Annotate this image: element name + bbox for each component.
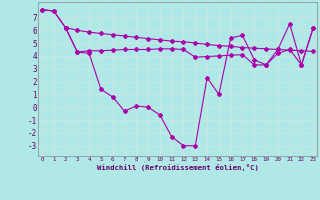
X-axis label: Windchill (Refroidissement éolien,°C): Windchill (Refroidissement éolien,°C): [97, 164, 259, 171]
